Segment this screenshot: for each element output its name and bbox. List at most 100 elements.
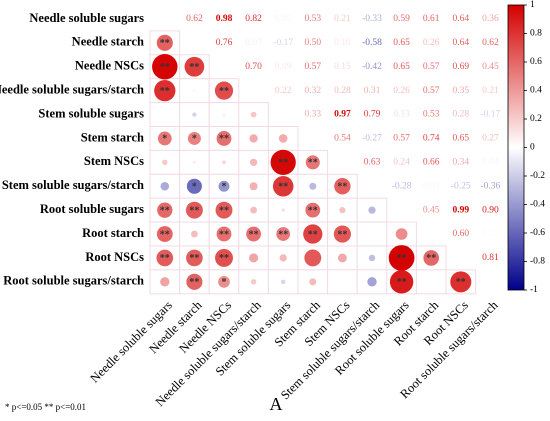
- value-label: 0.64: [452, 38, 469, 48]
- correlation-circle: [215, 201, 233, 219]
- value-label: 0.70: [245, 62, 262, 72]
- colorbar-tick-label: -0.2: [530, 171, 545, 181]
- correlation-circle: [222, 113, 226, 116]
- colorbar: [507, 4, 525, 291]
- value-label: 0.54: [334, 134, 351, 144]
- footnote: * p<=0.05 ** p<=0.01: [5, 402, 86, 412]
- correlation-circle: [164, 113, 166, 116]
- correlation-circle: [279, 254, 287, 262]
- significance: **: [189, 62, 199, 73]
- correlation-circle: [218, 276, 230, 288]
- value-label: -0.33: [362, 14, 382, 24]
- correlation-circle: [249, 253, 259, 263]
- correlation-circle: [186, 249, 203, 267]
- value-label: 0.07: [245, 38, 262, 48]
- value-label: 0.04: [482, 158, 499, 168]
- correlation-circle: [430, 281, 432, 283]
- correlation-circle: [450, 271, 472, 293]
- significance: **: [160, 205, 170, 216]
- significance: **: [160, 229, 170, 240]
- value-label: -0.25: [451, 181, 471, 191]
- correlation-circle: [309, 182, 317, 190]
- significance: **: [160, 86, 170, 97]
- value-label: 0.24: [393, 158, 410, 168]
- correlation-circle: [304, 249, 322, 267]
- colorbar-tick-label: -0.8: [530, 257, 545, 267]
- value-label: 0.09: [275, 62, 292, 72]
- correlation-circle: [334, 178, 351, 195]
- significance: *: [192, 182, 197, 193]
- value-label: 0.28: [452, 110, 469, 120]
- correlation-circle: [395, 228, 408, 240]
- value-label: 0.81: [482, 253, 499, 263]
- correlation-circle: [337, 253, 347, 263]
- value-label: 0.99: [452, 205, 469, 215]
- value-label: 0.31: [364, 86, 381, 96]
- value-label: 0.82: [245, 14, 262, 24]
- row-label: Stem NSCs: [84, 154, 144, 168]
- correlation-circle: [154, 79, 176, 102]
- row-label: Needle soluble sugars: [29, 11, 144, 25]
- correlation-circle: [341, 281, 343, 283]
- value-label: -0.36: [481, 181, 501, 191]
- correlation-circle: [281, 208, 285, 212]
- correlation-circle: [214, 81, 234, 100]
- correlation-circle: [250, 206, 257, 214]
- value-label: 0.32: [304, 86, 321, 96]
- value-label: 0.27: [482, 134, 499, 144]
- correlation-circle: [193, 161, 196, 164]
- correlation-circle: [162, 159, 168, 166]
- value-label: 0.65: [393, 38, 410, 48]
- value-label: 0.57: [393, 134, 410, 144]
- correlation-circle: [305, 155, 320, 170]
- correlation-circle: [305, 202, 321, 218]
- colorbar-tick-label: 0.6: [530, 57, 542, 67]
- correlation-circle: [278, 134, 288, 143]
- significance: **: [160, 253, 170, 264]
- row-label: Root soluble sugars/starch: [3, 274, 144, 288]
- value-label: 0.65: [393, 62, 410, 72]
- significance: **: [308, 229, 318, 240]
- significance: **: [308, 158, 318, 169]
- significance: **: [160, 62, 170, 73]
- correlation-circle: [339, 207, 346, 214]
- value-label: 0.50: [304, 38, 321, 48]
- value-label: 0.57: [423, 86, 440, 96]
- significance: **: [160, 38, 170, 49]
- correlation-circle: [249, 158, 258, 166]
- correlation-circle: [246, 226, 262, 242]
- correlation-circle: [187, 131, 201, 145]
- value-label: 0.63: [364, 158, 381, 168]
- value-label: 0.05: [275, 14, 292, 24]
- correlation-circle: [191, 230, 198, 238]
- value-label: 0.26: [393, 86, 410, 96]
- value-label: 0.59: [393, 14, 410, 24]
- correlation-circle: [368, 206, 376, 214]
- value-label: 0.26: [423, 38, 440, 48]
- value-label: 0.28: [334, 86, 351, 96]
- colorbar-tick-label: 0.4: [530, 86, 542, 96]
- row-label: Stem soluble sugars/starch: [2, 178, 144, 192]
- correlation-circle: [186, 178, 202, 194]
- row-label: Root NSCs: [85, 250, 144, 264]
- correlation-circle: [193, 89, 196, 92]
- value-label: 0.21: [334, 14, 351, 24]
- value-label: 0.03: [423, 181, 440, 191]
- value-label: 0.57: [304, 62, 321, 72]
- correlation-circle: [218, 180, 230, 192]
- correlation-circle: [367, 277, 377, 287]
- value-label: 0.60: [452, 229, 469, 239]
- value-label: 0.36: [482, 14, 499, 24]
- correlation-circle: [152, 54, 178, 80]
- significance: **: [456, 277, 466, 288]
- value-label: 0.62: [482, 38, 499, 48]
- value-label: 0.66: [423, 158, 440, 168]
- row-label: Needle starch: [72, 35, 144, 49]
- significance: **: [397, 253, 407, 264]
- significance: *: [192, 134, 197, 145]
- value-label: 0.76: [216, 38, 233, 48]
- correlation-circle: [222, 160, 226, 165]
- value-label: -0.28: [392, 181, 412, 191]
- colorbar-tick-label: -0.4: [530, 200, 545, 210]
